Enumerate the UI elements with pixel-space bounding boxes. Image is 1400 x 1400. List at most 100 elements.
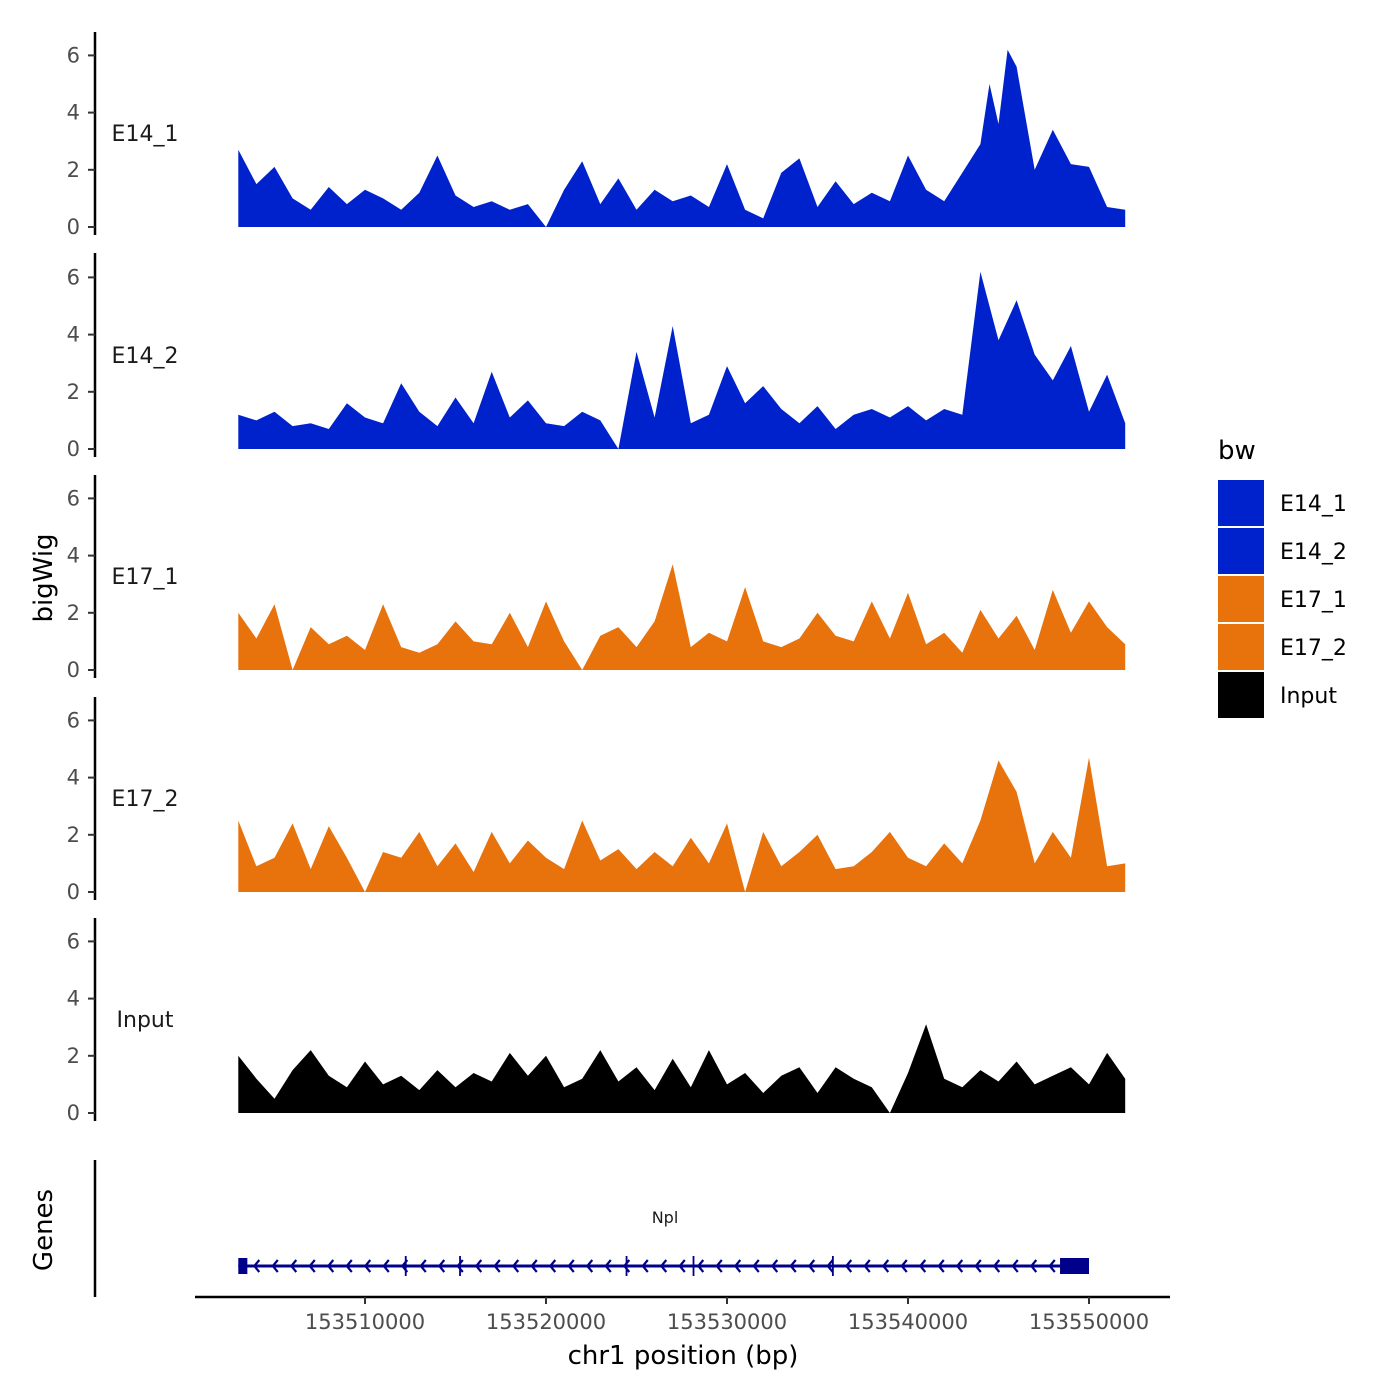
strand-arrow: [548, 1259, 557, 1273]
y-tick-label: 4: [67, 544, 80, 568]
x-axis-title: chr1 position (bp): [568, 1341, 799, 1371]
strand-arrow: [696, 1259, 705, 1273]
strand-arrow: [863, 1259, 871, 1273]
track-label: Input: [117, 1008, 174, 1033]
strand-arrow: [733, 1259, 742, 1273]
y-tick-label: 6: [67, 929, 80, 953]
track-e14_2: 0 2 4 6 E14_2: [67, 253, 1126, 461]
exon: [625, 1256, 628, 1276]
track-label: E17_2: [112, 787, 179, 812]
strand-arrow: [530, 1259, 538, 1273]
strand-arrow: [252, 1259, 261, 1273]
track-e17_1: 0 2 4 6 E17_1: [67, 475, 1126, 682]
y-tick-label: 6: [67, 43, 80, 67]
x-tick-label: 153540000: [848, 1310, 968, 1334]
strand-arrow: [456, 1259, 464, 1273]
track-e14_1: 0 2 4 6 E14_1: [67, 32, 1126, 239]
strand-arrow: [937, 1259, 945, 1273]
strand-arrow: [844, 1259, 853, 1273]
y-tick-label: 6: [67, 486, 80, 510]
legend-label: E14_1: [1280, 492, 1347, 517]
strand-arrow: [1011, 1259, 1019, 1273]
legend-swatch: [1218, 528, 1264, 574]
strand-arrow: [308, 1259, 316, 1273]
y-tick-label: 2: [67, 1044, 80, 1068]
signal-area: [238, 49, 1126, 228]
strand-arrow: [807, 1259, 816, 1273]
strand-arrow: [974, 1259, 982, 1273]
strand-arrow: [881, 1259, 890, 1273]
legend-label: E17_1: [1280, 588, 1347, 613]
strand-arrow: [900, 1259, 908, 1273]
x-tick-label: 153530000: [667, 1310, 787, 1334]
legend-swatch: [1218, 480, 1264, 526]
legend-swatch: [1218, 576, 1264, 622]
genes-axis-title: Genes: [29, 1189, 59, 1271]
exon: [831, 1256, 834, 1276]
y-tick-label: 2: [67, 601, 80, 625]
strand-arrow: [918, 1259, 927, 1273]
y-tick-label: 2: [67, 823, 80, 847]
exon: [238, 1258, 248, 1274]
y-tick-label: 4: [67, 766, 80, 790]
strand-arrow: [437, 1259, 446, 1273]
track-label: E14_2: [112, 344, 179, 369]
strand-arrow: [585, 1259, 594, 1273]
strand-arrow: [345, 1259, 353, 1273]
exon: [1060, 1258, 1089, 1274]
strand-arrow: [715, 1259, 723, 1273]
x-tick-label: 153510000: [305, 1310, 425, 1334]
signal-area: [238, 564, 1126, 670]
legend: bw E14_1 E14_2 E17_1 E17_2 Input: [1218, 436, 1347, 718]
exon: [459, 1256, 461, 1276]
strand-arrow: [289, 1259, 298, 1273]
y-tick-label: 2: [67, 158, 80, 182]
x-tick-label: 153520000: [486, 1310, 606, 1334]
track-e17_2: 0 2 4 6 E17_2: [67, 697, 1126, 904]
y-tick-label: 4: [67, 323, 80, 347]
strand-arrow: [271, 1259, 279, 1273]
legend-swatch: [1218, 624, 1264, 670]
y-tick-label: 6: [67, 265, 80, 289]
signal-area: [238, 757, 1126, 892]
strand-arrow: [382, 1259, 390, 1273]
legend-label: E17_2: [1280, 636, 1347, 661]
bigwig-tracks: 0 2 4 6 E14_1 0 2 4 6 E14_2 0 2 4 6 E17_1 0 2 4 6 E17_2 0 2 4 6…: [67, 32, 1126, 1125]
y-axis-title: bigWig: [29, 533, 59, 622]
y-tick-label: 4: [67, 987, 80, 1011]
strand-arrow: [752, 1259, 760, 1273]
strand-arrow: [604, 1259, 612, 1273]
strand-arrow: [326, 1259, 335, 1273]
track-label: E14_1: [112, 122, 179, 147]
legend-label: Input: [1280, 684, 1337, 709]
exon: [692, 1256, 695, 1276]
gene-name-label: Npl: [652, 1208, 679, 1227]
y-tick-label: 0: [67, 658, 80, 682]
strand-arrow: [622, 1259, 631, 1273]
exon: [404, 1256, 407, 1276]
signal-area: [238, 1024, 1126, 1113]
track-label: E17_1: [112, 565, 179, 590]
y-tick-label: 0: [67, 1101, 80, 1125]
strand-arrow: [641, 1259, 649, 1273]
strand-arrow: [955, 1259, 964, 1273]
strand-arrow: [770, 1259, 779, 1273]
strand-arrow: [678, 1259, 686, 1273]
y-tick-label: 0: [67, 880, 80, 904]
strand-arrow: [1048, 1259, 1056, 1273]
y-tick-label: 0: [67, 215, 80, 239]
strand-arrow: [474, 1259, 483, 1273]
legend-label: E14_2: [1280, 540, 1347, 565]
y-tick-label: 0: [67, 437, 80, 461]
strand-arrow: [992, 1259, 1001, 1273]
track-input: 0 2 4 6 Input: [67, 918, 1126, 1125]
strand-arrow: [419, 1259, 427, 1273]
strand-arrow: [789, 1259, 797, 1273]
y-tick-label: 4: [67, 101, 80, 125]
strand-arrow: [659, 1259, 668, 1273]
signal-area: [238, 271, 1126, 449]
x-tick-label: 153550000: [1029, 1310, 1149, 1334]
gene-track: Npl: [93, 1160, 1089, 1297]
legend-title: bw: [1218, 436, 1256, 466]
